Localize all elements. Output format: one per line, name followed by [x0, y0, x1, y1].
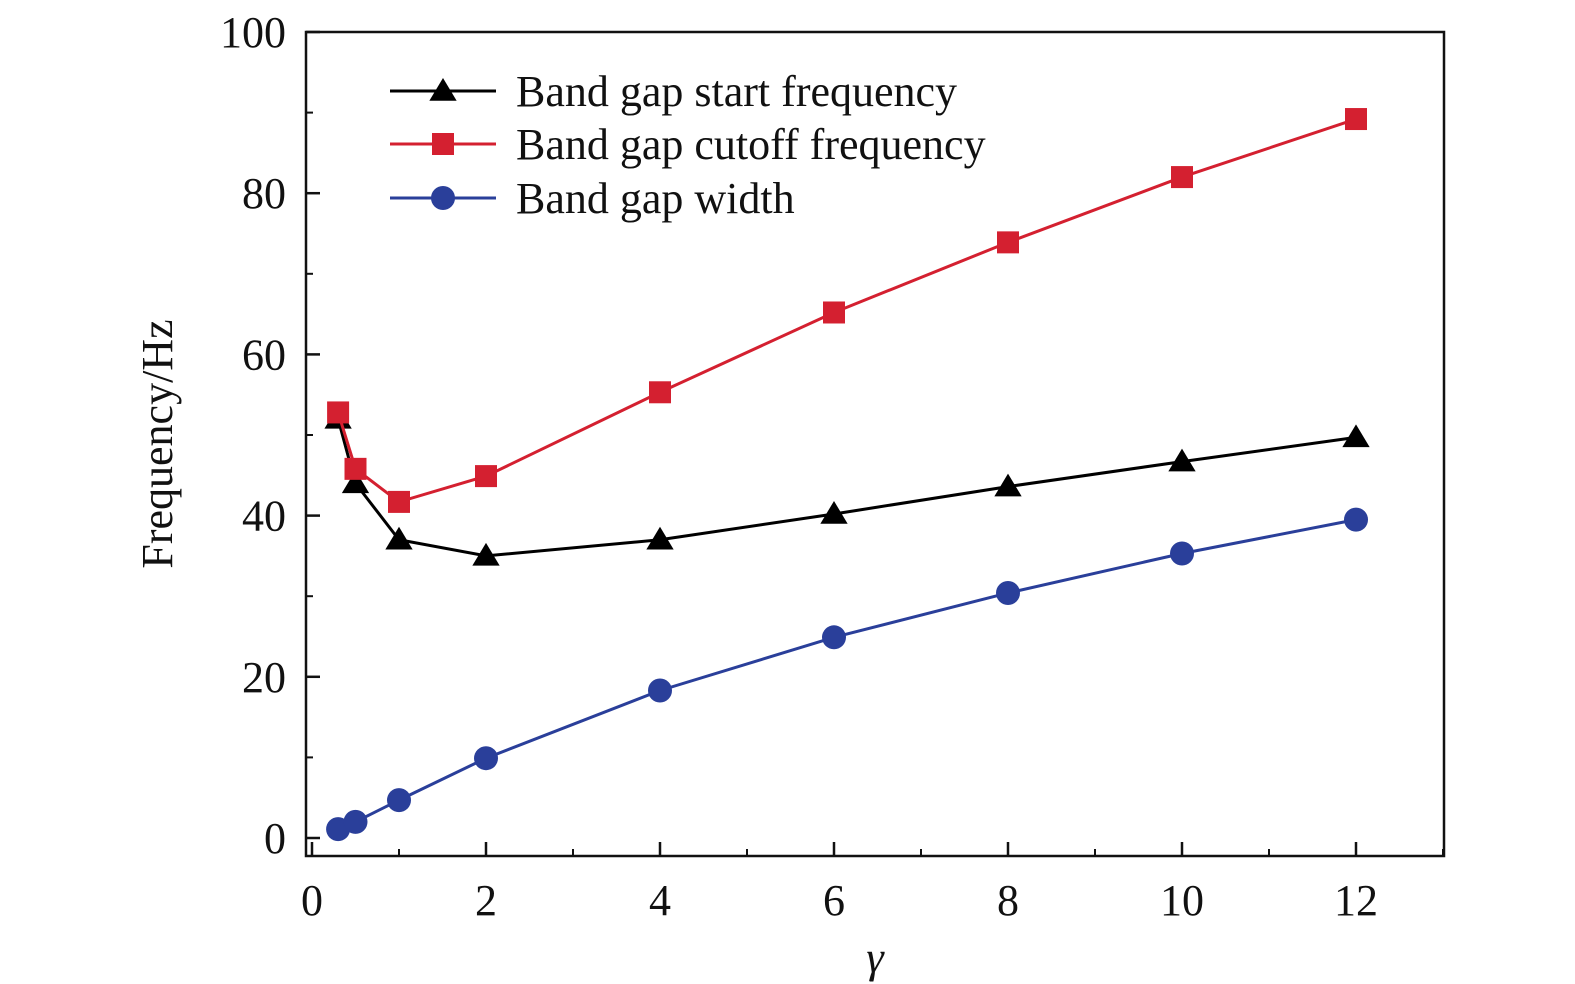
data-point-square [344, 457, 367, 480]
legend-item: Band gap start frequency [390, 67, 957, 116]
x-tick-label: 10 [1160, 876, 1204, 925]
x-axis-ticks: 0 2 4 6 8 10 12 [301, 842, 1444, 925]
y-tick-label: 20 [242, 653, 286, 702]
series-line [336, 117, 1357, 504]
legend-label: Band gap width [516, 174, 795, 223]
series-line [337, 518, 1357, 831]
series-line [336, 418, 1357, 558]
x-axis-title: γ [866, 933, 885, 982]
legend-marker-circle [431, 186, 455, 210]
x-tick-label: 0 [301, 876, 323, 925]
data-point-circle [1344, 507, 1368, 532]
x-tick-label: 6 [823, 876, 845, 925]
data-point-triangle [472, 542, 500, 566]
data-point-square [1171, 166, 1193, 189]
legend-marker-square [432, 133, 454, 155]
x-tick-label: 2 [475, 876, 497, 925]
legend-item: Band gap width [390, 174, 795, 223]
series-square [327, 108, 1367, 513]
series-layer [324, 108, 1370, 842]
data-point-square [823, 301, 845, 324]
y-axis-title: Frequency/Hz [133, 319, 182, 568]
legend-label: Band gap start frequency [516, 67, 957, 116]
data-point-square [388, 490, 410, 513]
series-circle [326, 507, 1368, 842]
x-tick-label: 4 [649, 876, 671, 925]
y-tick-label: 80 [242, 169, 286, 218]
y-axis-ticks: 0 20 40 60 80 100 [220, 8, 320, 863]
data-point-triangle [820, 500, 848, 524]
y-tick-label: 0 [264, 814, 286, 863]
data-point-triangle [385, 526, 413, 550]
data-point-circle [1170, 541, 1194, 566]
legend-marker-triangle [429, 78, 457, 101]
data-point-square [475, 465, 497, 488]
data-point-square [327, 401, 350, 424]
plot-frame [304, 30, 1446, 858]
data-point-square [1345, 108, 1367, 131]
y-tick-label: 100 [220, 8, 286, 57]
legend-item: Band gap cutoff frequency [390, 120, 986, 169]
data-point-triangle [341, 470, 370, 494]
y-tick-label: 60 [242, 330, 286, 379]
data-point-circle [996, 580, 1020, 605]
data-point-circle [822, 625, 846, 650]
data-point-square [997, 231, 1019, 254]
data-point-circle [474, 746, 498, 771]
legend-label: Band gap cutoff frequency [516, 120, 986, 169]
data-point-triangle [646, 526, 674, 550]
data-point-circle [343, 809, 368, 834]
data-point-triangle [994, 473, 1022, 497]
data-point-circle [648, 678, 672, 703]
y-tick-label: 40 [242, 492, 286, 541]
data-point-triangle [1168, 448, 1196, 472]
data-point-circle [387, 788, 411, 813]
x-tick-label: 12 [1334, 876, 1378, 925]
x-tick-label: 8 [997, 876, 1019, 925]
data-point-triangle [1342, 424, 1370, 448]
data-point-square [649, 381, 671, 404]
